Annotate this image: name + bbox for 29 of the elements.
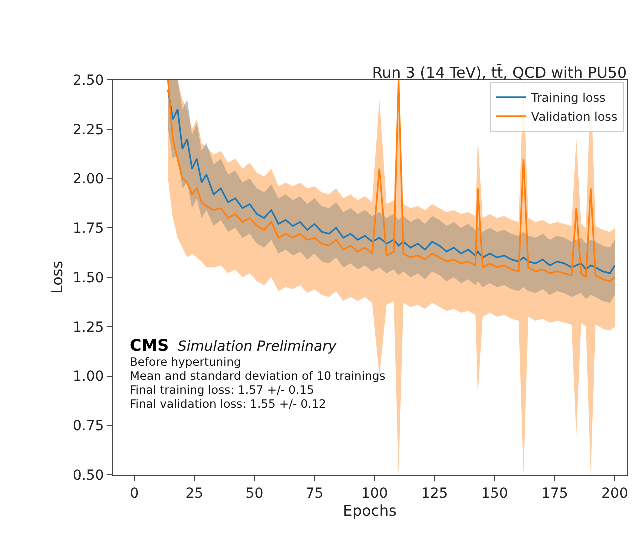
annotation: Simulation Preliminary [178,339,338,355]
x-tick-label: 200 [602,486,628,502]
y-tick-label: 1.25 [73,320,104,336]
y-tick-label: 2.00 [73,172,104,188]
x-tick-label: 0 [130,486,140,502]
y-tick-label: 0.75 [73,418,104,435]
y-tick-label: 1.75 [73,221,104,238]
annotation: Before hypertuning [130,355,242,369]
legend-label: Training loss [530,91,606,106]
annotation: Final training loss: 1.57 +/- 0.15 [130,383,314,397]
x-tick-label: 125 [421,486,448,502]
x-axis-title: Epochs [343,502,398,520]
x-tick-label: 175 [542,486,568,502]
annotation: CMS [130,336,170,355]
chart-title: Run 3 (14 TeV), tt̄, QCD with PU50 [372,63,627,82]
x-tick-label: 150 [482,486,508,502]
x-tick-label: 50 [246,486,264,502]
x-tick-label: 25 [186,486,204,502]
annotation: Mean and standard deviation of 10 trainings [130,369,386,383]
annotation: Final validation loss: 1.55 +/- 0.12 [130,397,326,411]
legend-label: Validation loss [531,110,618,124]
y-tick-label: 1.00 [73,369,104,386]
y-tick-label: 0.50 [73,468,104,484]
y-tick-label: 1.50 [73,270,104,286]
x-tick-label: 100 [361,486,388,502]
y-axis-title: Loss [48,260,66,294]
y-tick-label: 2.25 [73,122,104,138]
y-tick-label: 2.50 [73,72,104,89]
x-tick-label: 75 [306,486,324,502]
